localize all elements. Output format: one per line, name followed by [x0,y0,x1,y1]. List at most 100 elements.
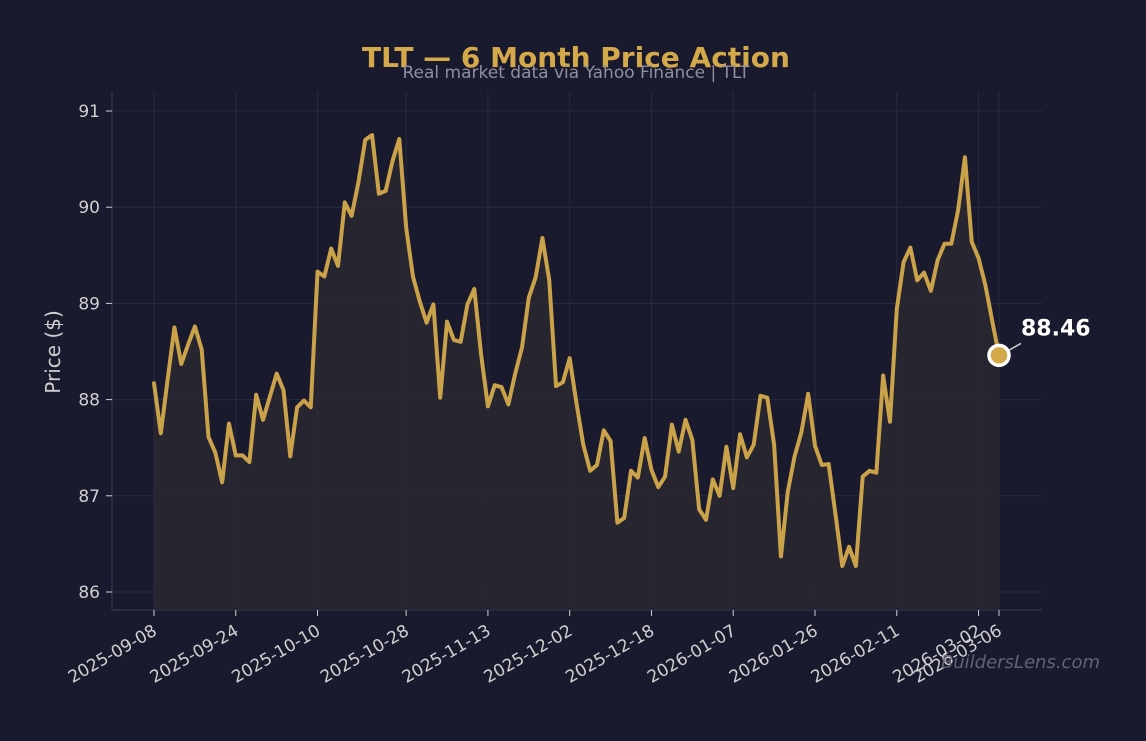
y-axis-label: Price ($) [41,310,65,393]
data-point [227,422,231,426]
data-point [615,521,619,525]
data-point [854,564,858,568]
data-point [459,340,463,344]
data-point [956,208,960,212]
y-tick-label: 90 [78,198,100,218]
y-tick-label: 87 [78,487,100,507]
data-point [506,402,510,406]
data-point [684,418,688,422]
data-point [316,270,320,274]
data-point [827,462,831,466]
last-price-label: 88.46 [1021,316,1091,341]
data-point [268,395,272,399]
data-point [350,214,354,218]
data-point [793,454,797,458]
data-point [936,258,940,262]
y-tick-label: 88 [78,391,100,411]
data-point [595,463,599,467]
data-point [704,518,708,522]
data-point [159,431,163,435]
data-point [384,189,388,193]
data-point [234,453,238,457]
data-point [970,240,974,244]
data-point [881,374,885,378]
data-point [568,356,572,360]
data-point [520,346,524,350]
data-point [513,372,517,376]
data-point [322,274,326,278]
data-point [772,443,776,447]
data-point [738,432,742,436]
data-point [152,381,156,385]
data-point [983,283,987,287]
data-point [431,302,435,306]
data-point [868,469,872,473]
data-point [166,377,170,381]
data-point [949,242,953,246]
data-point [731,486,735,490]
data-point [193,324,197,328]
data-point [547,278,551,282]
data-point [261,418,265,422]
data-point [752,443,756,447]
data-point [309,405,313,409]
data-point [336,264,340,268]
data-point [554,384,558,388]
data-point [861,475,865,479]
y-tick-label: 91 [78,102,100,122]
data-point [391,159,395,163]
data-point [247,460,251,464]
data-point [363,138,367,142]
data-point [622,516,626,520]
data-point [288,454,292,458]
data-point [786,490,790,494]
data-point [404,225,408,229]
data-point [581,443,585,447]
data-point [397,137,401,141]
data-point [588,469,592,473]
data-point [922,271,926,275]
chart-subtitle: Real market data via Yahoo Finance | TLT [403,63,751,83]
data-point [915,278,919,282]
data-point [711,477,715,481]
data-point [254,393,258,397]
data-point [527,296,531,300]
data-point [874,471,878,475]
data-point [902,260,906,264]
last-price-marker [987,343,1011,368]
data-point [172,325,176,329]
data-point [275,372,279,376]
data-point [690,438,694,442]
data-point [609,439,613,443]
data-point [977,256,981,260]
data-point [179,362,183,366]
data-point [670,423,674,427]
data-point [356,180,360,184]
data-point [445,320,449,324]
data-point [963,155,967,159]
data-point [908,246,912,250]
data-point [540,236,544,240]
data-point [806,392,810,396]
data-point [377,192,381,196]
data-point [465,302,469,306]
data-point [479,352,483,356]
data-point [929,289,933,293]
data-point [779,554,783,558]
data-point [452,338,456,342]
chart-title: TLT — 6 Month Price Action [362,41,790,74]
data-point [561,380,565,384]
data-point [718,494,722,498]
data-point [895,307,899,311]
data-point [329,247,333,251]
data-point [799,430,803,434]
data-point [438,396,442,400]
data-point [765,396,769,400]
data-point [820,463,824,467]
data-point [500,385,504,389]
data-point [281,388,285,392]
data-point [575,401,579,405]
data-point [636,476,640,480]
data-point [220,480,224,484]
